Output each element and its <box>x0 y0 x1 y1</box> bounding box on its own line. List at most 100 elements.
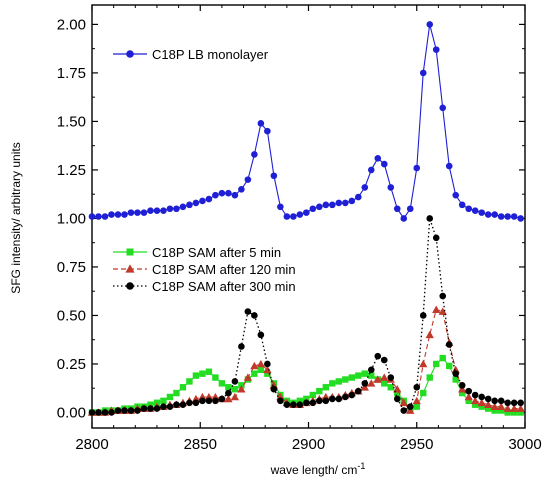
data-point <box>309 399 317 407</box>
y-tick-label: 0.50 <box>57 307 86 324</box>
data-point <box>329 380 336 387</box>
data-point <box>406 205 414 213</box>
data-point <box>452 376 459 383</box>
data-point <box>412 396 421 405</box>
y-tick-label: 0.00 <box>57 404 86 421</box>
data-point <box>244 308 252 315</box>
data-point <box>173 401 180 409</box>
x-tick-label: 2850 <box>184 436 217 453</box>
legend-entry: C18P LB monolayer <box>113 47 269 62</box>
data-point <box>439 104 447 112</box>
data-point <box>160 207 167 214</box>
data-point <box>459 389 466 397</box>
data-point <box>419 312 427 319</box>
data-point <box>108 211 115 218</box>
legend-entry: C18P SAM after 300 min <box>113 279 296 294</box>
series-c18p-sam-after-300-min <box>88 215 524 416</box>
y-tick-label: 0.75 <box>57 259 86 276</box>
data-point <box>231 191 239 199</box>
data-point <box>199 397 206 405</box>
data-point <box>497 397 505 405</box>
data-point <box>166 205 174 213</box>
data-point <box>471 207 479 214</box>
x-tick-label: 2900 <box>292 436 325 453</box>
data-point <box>114 211 122 218</box>
data-point <box>471 396 480 405</box>
data-point <box>465 397 472 405</box>
data-point <box>256 359 266 368</box>
data-point <box>127 209 135 216</box>
data-point <box>329 395 336 403</box>
data-point <box>218 189 226 197</box>
data-point <box>503 404 512 412</box>
data-point <box>218 380 226 387</box>
data-point <box>342 376 349 383</box>
data-point <box>121 211 128 218</box>
data-point <box>88 409 96 416</box>
data-point <box>374 352 382 360</box>
data-point <box>316 387 323 395</box>
data-point <box>238 343 245 350</box>
data-point <box>478 403 485 410</box>
data-point <box>283 401 291 409</box>
data-point <box>413 403 420 410</box>
data-point <box>101 213 109 220</box>
data-point <box>244 176 252 183</box>
data-point <box>335 395 343 403</box>
series-c18p-sam-after-120-min <box>87 305 525 416</box>
data-point <box>425 330 434 339</box>
y-tick-label: 1.75 <box>57 65 86 82</box>
data-point <box>166 393 174 401</box>
x-axis-label: wave length/ cm-1 <box>270 461 366 477</box>
data-point <box>160 397 167 405</box>
data-point <box>153 207 161 214</box>
data-point <box>322 201 330 209</box>
data-point <box>348 197 356 205</box>
data-point <box>433 360 440 368</box>
data-point <box>231 378 239 385</box>
data-point <box>296 401 304 409</box>
data-point <box>406 403 414 410</box>
data-point <box>452 370 460 377</box>
data-point <box>381 380 388 387</box>
data-point <box>238 186 245 193</box>
data-point <box>367 166 375 174</box>
data-point <box>173 389 180 397</box>
data-point <box>374 154 382 162</box>
data-point <box>322 397 330 405</box>
data-point <box>95 409 102 416</box>
data-point <box>510 409 518 416</box>
data-point <box>438 307 447 315</box>
data-point <box>243 373 253 381</box>
data-point <box>491 407 498 414</box>
data-point <box>413 383 421 391</box>
data-point <box>497 213 505 220</box>
data-point <box>504 399 511 407</box>
data-point <box>510 213 518 220</box>
data-point <box>517 409 524 416</box>
data-point <box>205 397 213 405</box>
data-point <box>140 405 148 412</box>
data-point <box>251 151 258 158</box>
data-point <box>419 69 427 77</box>
data-point <box>380 160 388 168</box>
data-point <box>399 398 408 407</box>
data-point <box>464 392 473 401</box>
data-point <box>426 21 434 28</box>
data-point <box>472 401 479 408</box>
legend-entry: C18P SAM after 120 min <box>113 262 296 277</box>
data-point <box>225 189 232 197</box>
x-tick-label: 2950 <box>400 436 433 453</box>
data-point <box>504 213 511 220</box>
data-point <box>367 379 376 387</box>
data-point <box>419 359 428 368</box>
data-point <box>484 395 492 403</box>
data-point <box>250 361 259 370</box>
data-point <box>257 366 265 373</box>
series-c18p-sam-after-5-min <box>88 354 524 416</box>
data-point <box>257 331 265 339</box>
data-point <box>471 391 479 399</box>
data-point <box>192 199 200 207</box>
data-point <box>380 356 388 364</box>
